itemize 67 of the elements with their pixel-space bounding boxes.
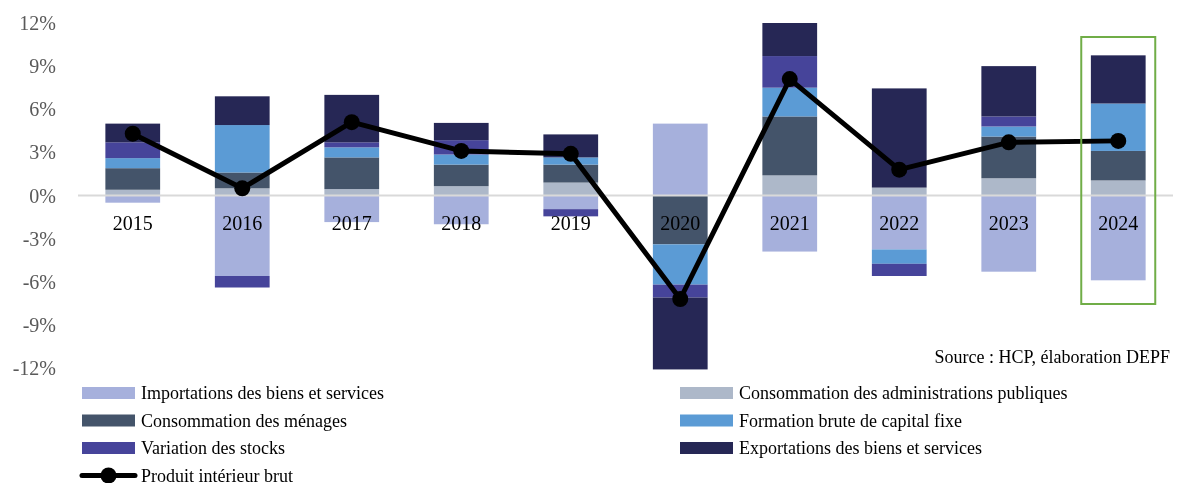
bar [1090,195,1146,281]
bar [1090,180,1146,196]
bar [105,158,161,169]
x-tick-label: 2019 [550,211,591,234]
x-tick-label: 2015 [112,211,153,234]
x-tick-label: 2021 [769,211,810,234]
bar [324,142,380,148]
bar [981,116,1037,127]
y-tick-label: -3% [22,227,56,250]
legend-label: Produit intérieur brut [141,465,293,483]
legend-label: Variation des stocks [141,438,285,458]
bar [433,122,489,141]
legend-label: Consommation des administrations publiques [739,383,1068,403]
bar [214,125,270,173]
bar [652,123,708,196]
bar [871,263,927,276]
x-tick-label: 2020 [660,211,701,234]
bar [981,195,1037,272]
y-tick-label: 6% [29,98,56,121]
legend-label: Exportations des biens et services [739,438,982,458]
y-tick-label: 0% [29,184,56,207]
point [672,291,689,307]
bar [433,154,489,165]
bar [871,88,927,188]
point [234,180,251,197]
bar [214,195,270,276]
bar [105,168,161,190]
bar [1090,55,1146,104]
point [453,142,470,159]
bar [652,297,708,370]
bar [981,178,1037,196]
bar [324,157,380,190]
x-tick-label: 2018 [441,211,482,234]
bar [433,186,489,196]
bar [433,164,489,187]
y-tick-label: -6% [22,270,56,293]
bar [762,195,818,252]
point [1110,132,1127,149]
y-tick-label: -9% [22,313,56,336]
bar [981,66,1037,117]
point [1000,134,1017,151]
bar [214,276,270,288]
annotation: Source : HCP, élaboration DEPF [934,347,1170,367]
bar [105,142,161,159]
x-tick-label: 2017 [331,211,372,234]
x-tick-label: 2022 [879,211,920,234]
bar [762,175,818,196]
bar [324,189,380,196]
bar [1090,150,1146,181]
bar [871,249,927,264]
legend-label: Consommation des ménages [141,410,347,431]
bar [214,96,270,126]
x-tick-label: 2023 [988,211,1029,234]
bar [324,147,380,158]
legend-label: Formation brute de capital fixe [739,410,962,431]
x-tick-label: 2024 [1098,211,1139,234]
legend-label: Importations des biens et services [141,383,384,403]
x-tick-label: 2016 [222,211,263,234]
bar [762,116,818,176]
y-tick-label: 9% [29,55,56,78]
y-tick-label: -12% [12,357,56,379]
y-tick-label: 3% [29,141,56,164]
bar [543,209,599,217]
bar [762,23,818,57]
bar [981,126,1037,137]
y-tick-label: 12% [19,12,56,34]
point [891,161,908,178]
